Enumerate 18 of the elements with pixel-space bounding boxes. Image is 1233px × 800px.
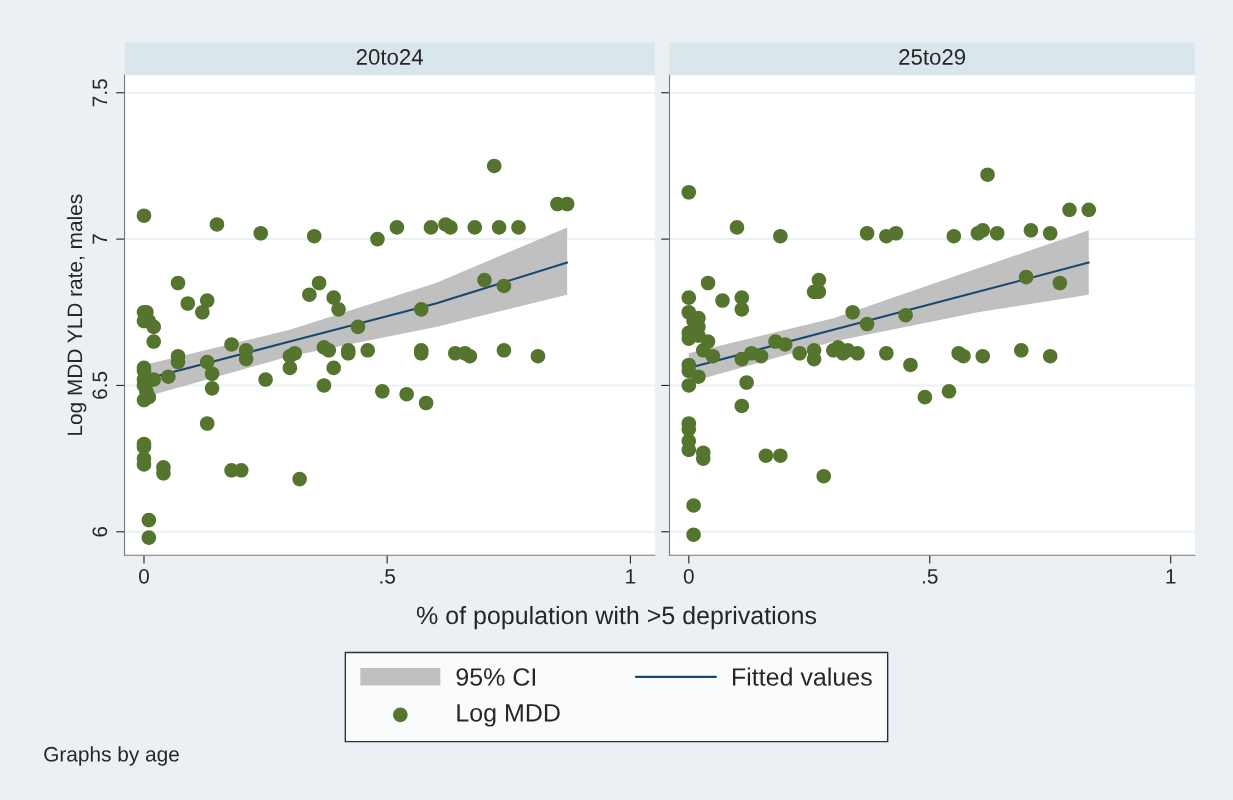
chart-title: 20to24 [356, 49, 423, 65]
x-tick-label: 0 [139, 568, 149, 584]
y-tick-label: 7.5 [92, 79, 108, 107]
x-tick-label: 1 [626, 569, 636, 584]
x-tick-label: 0 [683, 568, 694, 584]
x-tick-label: .5 [380, 569, 396, 584]
text: Graphs by age [44, 746, 179, 766]
y-tick-label: 6 [92, 526, 108, 537]
y-tick-label: 6.5 [92, 371, 108, 399]
x-axis-title: % of population with >5 deprivations [416, 605, 817, 630]
legend-label: Fitted values [732, 667, 872, 686]
y-axis-title: Log MDD YLD rate, males [66, 194, 87, 435]
x-tick-label: 1 [1166, 569, 1176, 584]
legend-label: 95% CI [456, 668, 536, 686]
y-tick-label: 7 [92, 234, 108, 244]
x-tick-label: .5 [922, 569, 938, 584]
chart-title: 25to29 [899, 49, 966, 65]
legend-label: Log MDD [457, 704, 560, 727]
